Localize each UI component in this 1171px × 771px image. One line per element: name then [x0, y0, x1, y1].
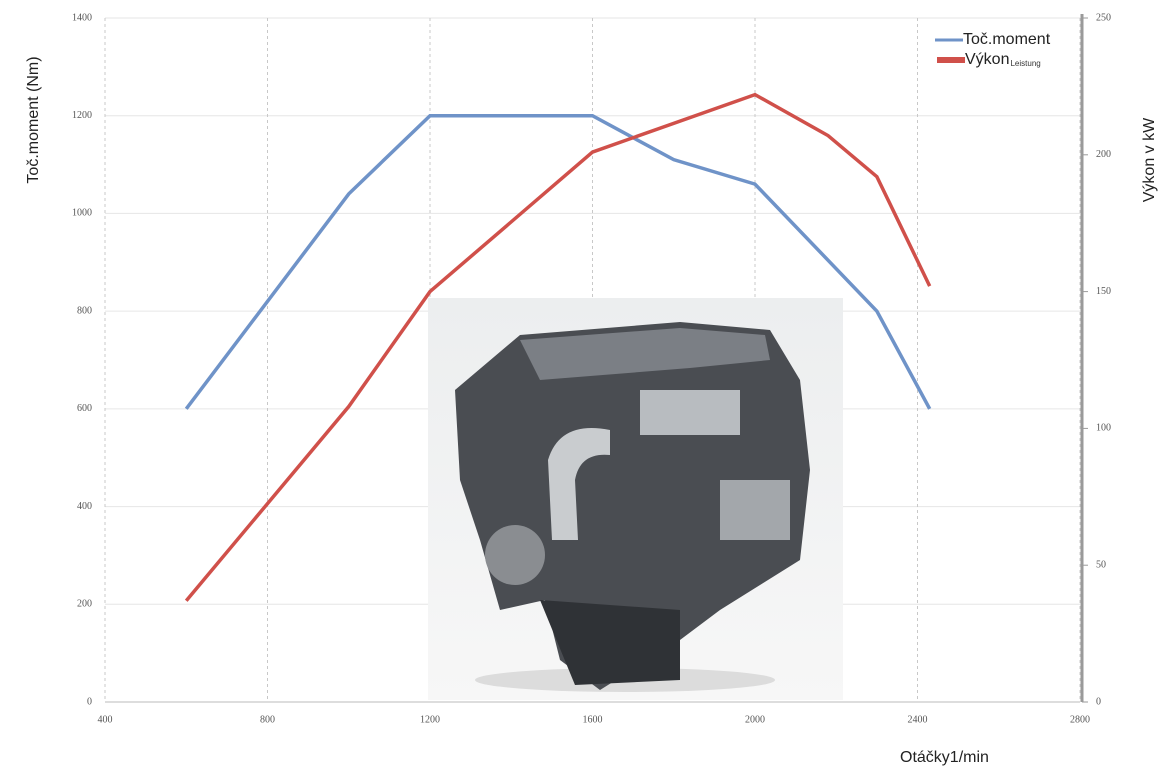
y2-axis-title: Výkon v kW [1141, 117, 1158, 202]
x-axis-title: Otáčky1/min [900, 749, 989, 766]
y2-tick-label: 50 [1096, 559, 1106, 570]
y-tick-label: 1200 [72, 110, 92, 121]
y-tick-label: 1400 [72, 12, 92, 23]
y2-tick-label: 0 [1096, 696, 1101, 707]
x-tick-label: 800 [260, 714, 275, 725]
x-tick-label: 400 [98, 714, 113, 725]
legend-label: Výkon [965, 51, 1009, 68]
y-tick-label: 400 [77, 501, 92, 512]
y-tick-label: 0 [87, 696, 92, 707]
x-tick-label: 1600 [583, 714, 603, 725]
legend-label: Toč.moment [963, 31, 1051, 48]
y2-tick-label: 100 [1096, 423, 1111, 434]
y-tick-label: 200 [77, 599, 92, 610]
legend-subscript: Leistung [1010, 59, 1040, 68]
y2-tick-label: 200 [1096, 149, 1111, 160]
y-tick-label: 1000 [72, 208, 92, 219]
chart: Toč.moment (Nm) Výkon v kW Otáčky1/min 0… [0, 0, 1171, 771]
x-tick-label: 1200 [420, 714, 440, 725]
y2-tick-label: 150 [1096, 286, 1111, 297]
y-tick-label: 600 [77, 403, 92, 414]
x-tick-label: 2800 [1070, 714, 1090, 725]
y-tick-label: 800 [77, 305, 92, 316]
x-tick-label: 2000 [745, 714, 765, 725]
y2-tick-label: 250 [1096, 12, 1111, 23]
engine-photo [428, 298, 843, 700]
x-tick-label: 2400 [908, 714, 928, 725]
y-axis-title: Toč.moment (Nm) [25, 56, 42, 183]
